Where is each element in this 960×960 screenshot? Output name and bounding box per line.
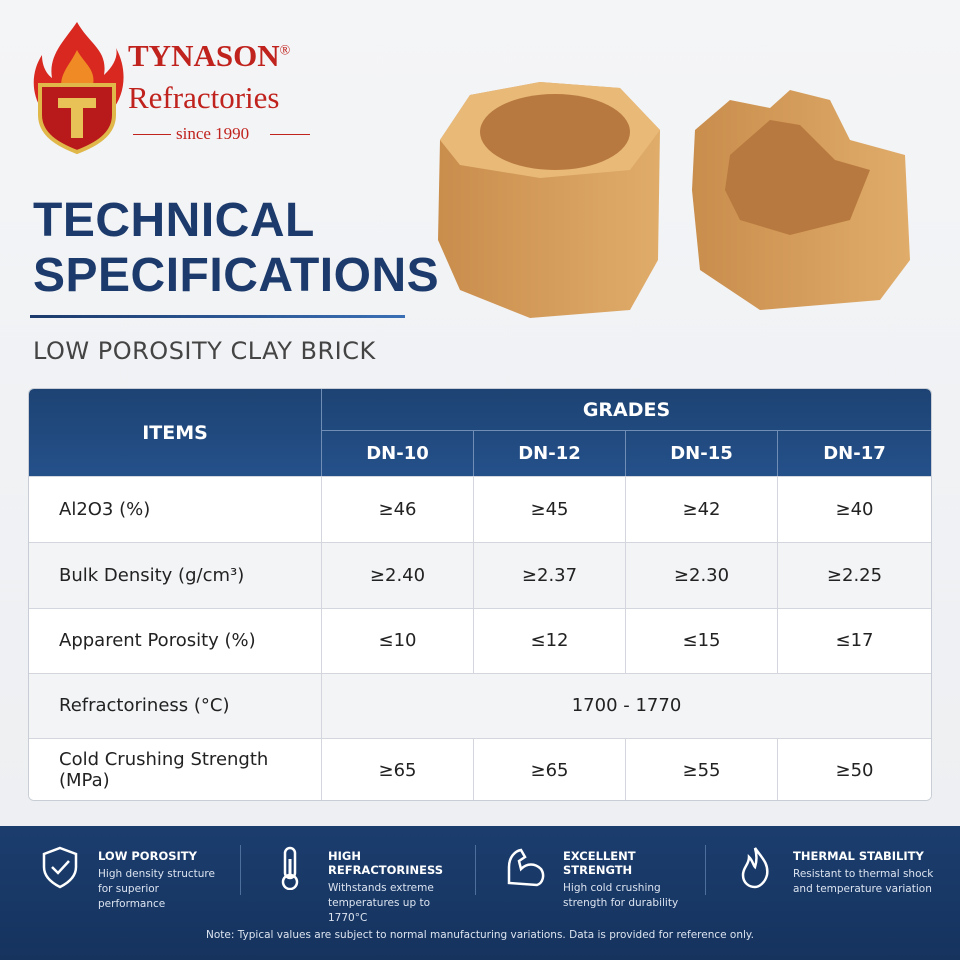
title-underline bbox=[30, 315, 405, 318]
feature-icon bbox=[42, 846, 78, 889]
grade-value: ≥65 bbox=[473, 738, 625, 800]
grade-value: ≥55 bbox=[625, 738, 777, 800]
grade-header: DN-17 bbox=[777, 431, 931, 476]
item-label: Refractoriness (°C) bbox=[59, 695, 230, 716]
feature: LOW POROSITY High density structure for s… bbox=[98, 849, 228, 912]
feature-text: High density structure for superior perf… bbox=[98, 868, 215, 910]
grade-value: ≥2.37 bbox=[473, 542, 625, 608]
grade-value: ≥50 bbox=[777, 738, 931, 800]
grade-value: ≥40 bbox=[777, 476, 931, 542]
brand-name-text: TYNASON bbox=[128, 38, 280, 73]
divider bbox=[475, 845, 476, 895]
logo bbox=[33, 22, 124, 155]
footer bbox=[0, 826, 960, 960]
brand-name: TYNASON® bbox=[128, 38, 290, 74]
grade-value: ≤15 bbox=[625, 608, 777, 673]
grade-header: DN-10 bbox=[321, 431, 473, 476]
feature: EXCELLENT STRENGTH High cold crushing str… bbox=[563, 849, 693, 911]
row-bg bbox=[29, 542, 931, 609]
grade-value: ≥2.30 bbox=[625, 542, 777, 608]
row-bg bbox=[29, 673, 931, 739]
feature-icon bbox=[741, 847, 769, 889]
item-label: Bulk Density (g/cm³) bbox=[59, 564, 245, 586]
row-bg bbox=[29, 738, 931, 800]
item-label: Cold Crushing Strength (MPa) bbox=[59, 749, 269, 791]
item-label: Al2O3 (%) bbox=[59, 498, 151, 520]
grade-value: ≤12 bbox=[473, 608, 625, 673]
spec-table: ITEMS GRADES DN-10 DN-12 DN-15 DN-17 Al2O3 (%)… bbox=[28, 388, 932, 801]
feature-text: Resistant to thermal shock and temperatu… bbox=[793, 868, 934, 895]
span-value: 1700 - 1770 bbox=[321, 673, 931, 738]
item-label: Apparent Porosity (%) bbox=[59, 630, 256, 651]
feature-text: High cold crushing strength for durabili… bbox=[563, 882, 679, 909]
note: Note: Typical values are subject to norm… bbox=[206, 929, 754, 941]
items-header: ITEMS bbox=[142, 421, 208, 444]
feature-title: THERMAL STABILITY bbox=[793, 849, 924, 863]
grade-value: ≥46 bbox=[321, 476, 473, 542]
brand-since: since 1990 bbox=[176, 124, 250, 143]
brand-mark: ® bbox=[279, 43, 291, 59]
grades-header: GRADES bbox=[321, 389, 931, 431]
product-image bbox=[438, 82, 910, 318]
grade-value: ≤10 bbox=[321, 608, 473, 673]
grade-value: ≥2.25 bbox=[777, 542, 931, 608]
feature-text: Withstands extreme temperatures up to 17… bbox=[328, 882, 434, 924]
grade-value: ≥2.40 bbox=[321, 542, 473, 608]
feature: THERMAL STABILITY Resistant to thermal sh… bbox=[793, 849, 943, 897]
feature-title: LOW POROSITY bbox=[98, 849, 197, 863]
divider bbox=[240, 845, 241, 895]
brand-subtitle: Refractories bbox=[128, 80, 280, 115]
feature: HIGH REFRACTORINESS Withstands extreme te… bbox=[328, 849, 458, 926]
title: SPECIFICATIONS bbox=[33, 249, 440, 302]
grade-value: ≥45 bbox=[473, 476, 625, 542]
brick-hole bbox=[480, 94, 630, 170]
feature-title: EXCELLENT STRENGTH bbox=[563, 849, 636, 877]
grade-value: ≥65 bbox=[321, 738, 473, 800]
feature-title: HIGH REFRACTORINESS bbox=[328, 849, 444, 877]
grade-value: ≤17 bbox=[777, 608, 931, 673]
product-name: LOW POROSITY CLAY BRICK bbox=[33, 337, 376, 365]
grade-header: DN-15 bbox=[625, 431, 777, 476]
grade-header: DN-12 bbox=[473, 431, 625, 476]
brick-hole bbox=[725, 120, 870, 235]
header-bg bbox=[29, 389, 931, 476]
title: TECHNICAL bbox=[33, 194, 315, 247]
feature-icon bbox=[507, 848, 545, 887]
grade-value: ≥42 bbox=[625, 476, 777, 542]
row-bg bbox=[29, 608, 931, 674]
row-bg bbox=[29, 476, 931, 543]
feature-icon bbox=[281, 846, 299, 890]
rule bbox=[270, 134, 310, 135]
rule bbox=[133, 134, 171, 135]
divider bbox=[705, 845, 706, 895]
